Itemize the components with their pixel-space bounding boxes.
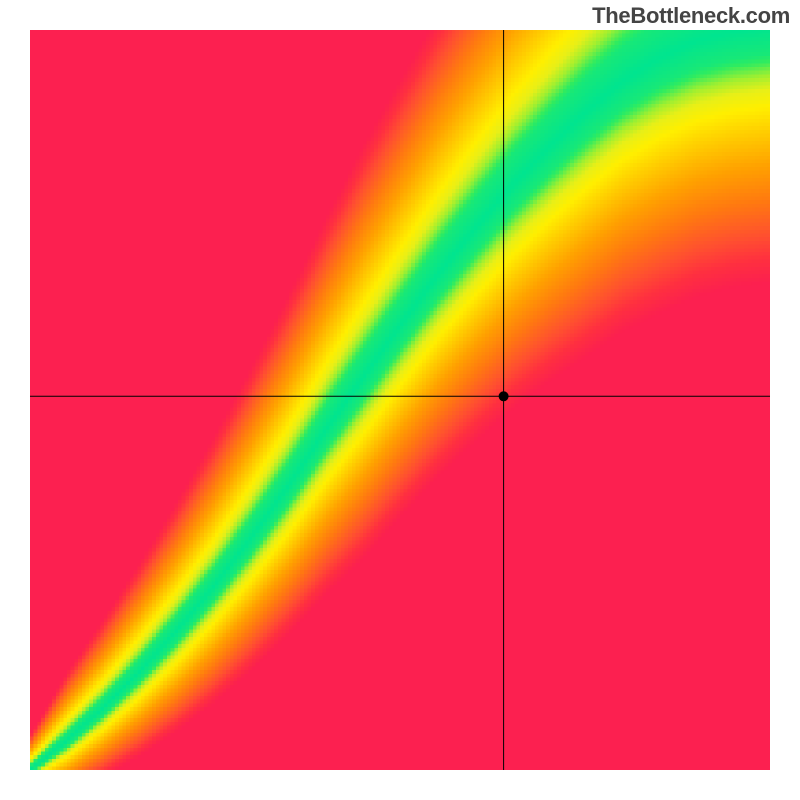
attribution-label: TheBottleneck.com <box>592 3 790 29</box>
chart-container: { "attribution": "TheBottleneck.com", "c… <box>0 0 800 800</box>
bottleneck-heatmap <box>30 30 770 770</box>
